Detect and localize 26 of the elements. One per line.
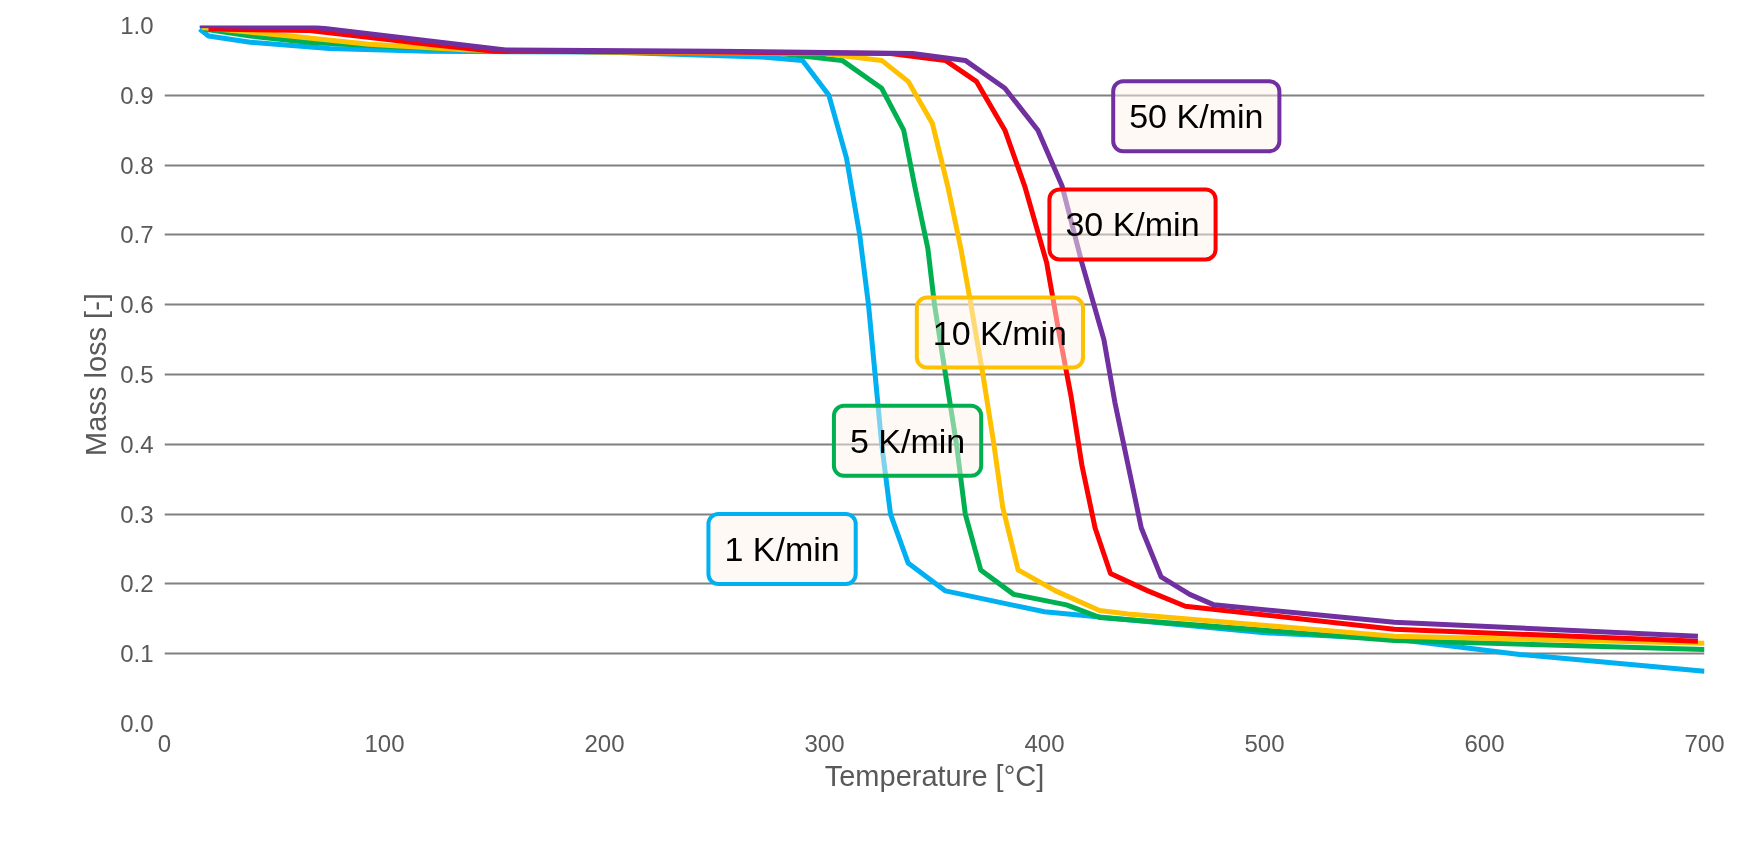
y-tick-label: 0.7 [120, 221, 154, 249]
series-label: 10 K/min [932, 313, 1067, 352]
x-tick-label: 400 [1024, 729, 1065, 757]
x-tick-label: 500 [1244, 729, 1285, 757]
x-tick-label: 700 [1684, 729, 1725, 757]
y-tick-label: 0.9 [120, 81, 154, 109]
series-label: 5 K/min [849, 421, 966, 460]
x-tick-label: 200 [584, 729, 625, 757]
text: 50 K/min [1129, 97, 1264, 136]
series-label: 1 K/min [724, 530, 840, 568]
x-tick-label: 100 [364, 729, 405, 757]
x-tick-label: 600 [1464, 729, 1505, 757]
x-tick-label: 300 [804, 729, 845, 757]
series-label: 30 K/min [1065, 205, 1200, 244]
y-tick-label: 0.4 [120, 430, 154, 458]
x-tick-label: 0 [157, 729, 172, 757]
y-axis-title: Mass loss [-] [80, 293, 113, 456]
y-tick-label: 0.8 [120, 151, 154, 179]
y-tick-label: 0.0 [120, 710, 154, 737]
y-tick-label: 0.1 [120, 640, 154, 668]
x-axis-title: Temperature [°C] [824, 759, 1045, 792]
y-tick-label: 0.6 [120, 291, 154, 319]
y-tick-label: 0.5 [120, 361, 154, 388]
y-tick-label: 0.2 [120, 570, 154, 598]
y-tick-label: 1.0 [120, 12, 154, 39]
y-tick-label: 0.3 [120, 500, 154, 528]
